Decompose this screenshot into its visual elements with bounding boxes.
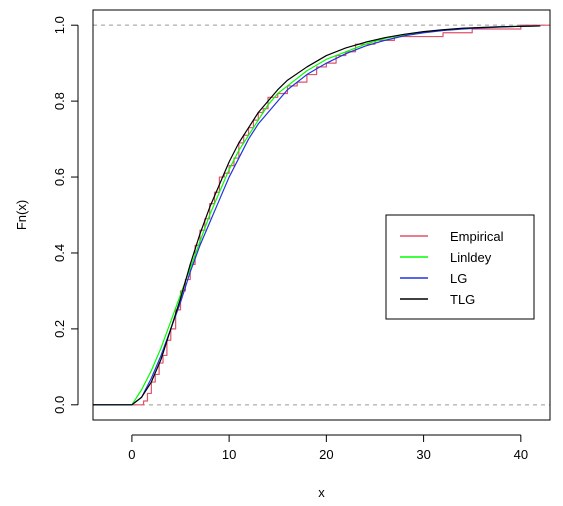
x-tick-label-4: 40	[514, 447, 528, 462]
y-axis: 0.0 0.2 0.4 0.6 0.8 1.0	[52, 16, 79, 414]
plot-frame	[92, 9, 551, 421]
y-axis-title: Fn(x)	[14, 200, 29, 230]
x-axis: 0 10 20 30 40	[128, 434, 528, 462]
legend: Empirical Linldey LG TLG	[385, 214, 535, 320]
legend-label-lg: LG	[450, 271, 467, 286]
legend-box	[385, 214, 535, 320]
y-tick-label-2: 0.4	[52, 244, 67, 262]
legend-label-linldey: Linldey	[450, 250, 492, 265]
series-line-tlg	[93, 25, 541, 406]
x-tick-label-0: 0	[128, 447, 135, 462]
legend-label-tlg: TLG	[450, 292, 475, 307]
y-tick-label-1: 0.2	[52, 320, 67, 338]
x-tick-label-3: 30	[416, 447, 430, 462]
y-tick-label-4: 0.8	[52, 92, 67, 110]
y-tick-label-5: 1.0	[52, 16, 67, 34]
x-axis-title: x	[318, 485, 325, 500]
x-tick-label-1: 10	[222, 447, 236, 462]
legend-label-empirical: Empirical	[450, 229, 504, 244]
y-tick-label-3: 0.6	[52, 168, 67, 186]
x-tick-label-2: 20	[319, 447, 333, 462]
series-layer	[93, 24, 550, 406]
y-tick-label-0: 0.0	[52, 396, 67, 414]
